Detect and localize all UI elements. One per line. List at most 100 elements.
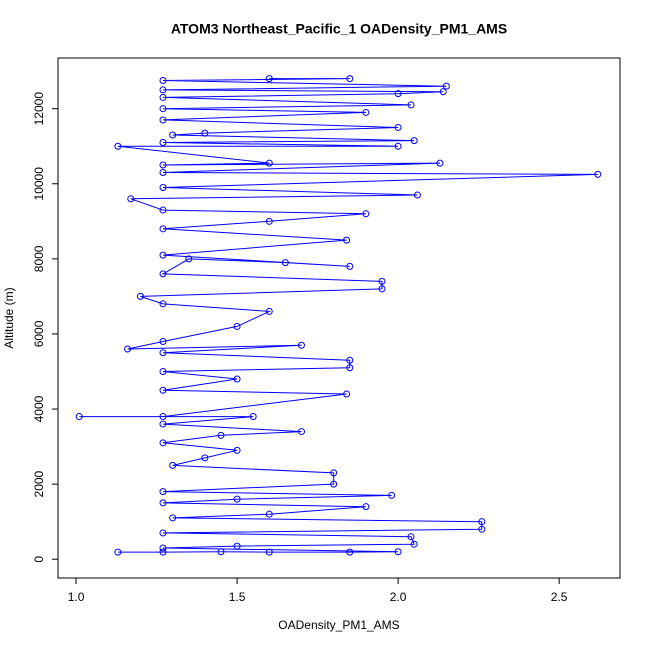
data-point xyxy=(159,184,167,192)
data-point xyxy=(297,428,305,436)
x-tick-label: 1.5 xyxy=(229,590,246,604)
data-point xyxy=(346,356,354,364)
data-point xyxy=(159,337,167,345)
data-point xyxy=(410,540,418,548)
data-point xyxy=(159,77,167,85)
data-point xyxy=(217,431,225,439)
data-point xyxy=(378,277,386,285)
data-point xyxy=(201,129,209,137)
data-point xyxy=(362,503,370,511)
data-point xyxy=(265,75,273,83)
data-point xyxy=(159,349,167,357)
data-point xyxy=(265,159,273,167)
data-point xyxy=(436,159,444,167)
y-tick-label: 0 xyxy=(32,556,46,563)
y-axis-label: Altitude (m) xyxy=(2,287,16,348)
data-point xyxy=(362,108,370,116)
data-point xyxy=(169,461,177,469)
chart-title: ATOM3 Northeast_Pacific_1 OADensity_PM1_… xyxy=(171,21,507,37)
data-point xyxy=(249,413,257,421)
y-tick-label: 8000 xyxy=(32,245,46,272)
data-point xyxy=(114,142,122,150)
data-point xyxy=(169,514,177,522)
data-point xyxy=(159,439,167,447)
y-tick-label: 4000 xyxy=(32,395,46,422)
y-tick-label: 2000 xyxy=(32,470,46,497)
data-point xyxy=(233,446,241,454)
y-tick-label: 6000 xyxy=(32,320,46,347)
data-point xyxy=(127,195,135,203)
data-point xyxy=(265,548,273,556)
data-point xyxy=(159,499,167,507)
x-tick-label: 2.0 xyxy=(390,590,407,604)
data-point xyxy=(281,259,289,267)
data-point xyxy=(159,548,167,556)
data-point xyxy=(346,364,354,372)
data-point xyxy=(159,86,167,94)
data-point xyxy=(159,544,167,552)
x-tick-label: 1.0 xyxy=(68,590,85,604)
x-axis-label: OADensity_PM1_AMS xyxy=(278,618,399,632)
data-point xyxy=(413,191,421,199)
data-point xyxy=(159,251,167,259)
data-point xyxy=(159,270,167,278)
data-point xyxy=(159,169,167,177)
data-point xyxy=(343,390,351,398)
data-point xyxy=(346,548,354,556)
data-point xyxy=(265,217,273,225)
data-point xyxy=(439,88,447,96)
data-point xyxy=(378,285,386,293)
data-point xyxy=(346,75,354,83)
data-point xyxy=(233,542,241,550)
series-line xyxy=(79,78,598,553)
data-point xyxy=(478,525,486,533)
data-point xyxy=(159,420,167,428)
data-point xyxy=(159,105,167,113)
plot-frame xyxy=(57,57,621,579)
y-tick-label: 10000 xyxy=(32,167,46,201)
data-point xyxy=(388,491,396,499)
data-point xyxy=(330,480,338,488)
data-point xyxy=(330,469,338,477)
data-point xyxy=(478,518,486,526)
y-tick-label: 12000 xyxy=(32,92,46,126)
x-tick-label: 2.5 xyxy=(551,590,568,604)
data-point xyxy=(159,93,167,101)
data-point xyxy=(346,262,354,270)
data-point xyxy=(217,548,225,556)
data-point xyxy=(159,368,167,376)
data-point xyxy=(394,90,402,98)
data-point xyxy=(265,307,273,315)
data-point xyxy=(159,116,167,124)
data-point xyxy=(394,548,402,556)
data-point xyxy=(394,123,402,131)
data-point xyxy=(233,375,241,383)
data-point xyxy=(394,142,402,150)
data-point xyxy=(362,210,370,218)
data-point xyxy=(159,529,167,537)
data-point xyxy=(159,300,167,308)
data-point xyxy=(159,161,167,169)
data-point xyxy=(159,206,167,214)
data-point xyxy=(297,341,305,349)
data-point xyxy=(343,236,351,244)
data-point xyxy=(185,255,193,263)
data-point xyxy=(124,345,132,353)
data-point xyxy=(407,533,415,541)
data-point xyxy=(159,138,167,146)
data-point xyxy=(233,322,241,330)
data-point xyxy=(265,510,273,518)
data-point xyxy=(594,170,602,178)
data-point xyxy=(169,131,177,139)
data-point xyxy=(159,413,167,421)
data-point xyxy=(233,495,241,503)
data-point xyxy=(442,82,450,90)
data-point xyxy=(159,488,167,496)
data-point xyxy=(407,101,415,109)
data-point xyxy=(159,386,167,394)
data-point xyxy=(75,413,83,421)
data-point xyxy=(136,292,144,300)
data-point xyxy=(159,225,167,233)
data-point xyxy=(114,548,122,556)
